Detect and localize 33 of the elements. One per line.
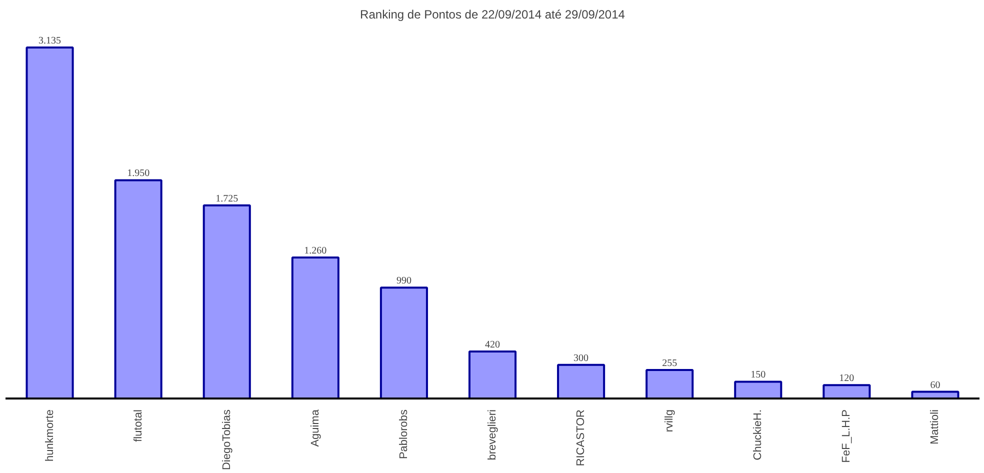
x-tick-label: FeF_L.H.P bbox=[840, 409, 853, 463]
data-label: 1.260 bbox=[304, 245, 327, 256]
data-label: 1.950 bbox=[127, 168, 150, 180]
x-tick-label: Mattioli bbox=[929, 410, 942, 444]
bar bbox=[380, 286, 428, 398]
bar bbox=[26, 46, 74, 398]
x-tick-label: DiegoTobias bbox=[220, 409, 233, 470]
chart-title: Ranking de Pontos de 22/09/2014 até 29/09/2014 bbox=[360, 8, 626, 22]
data-label: 1.725 bbox=[216, 193, 238, 204]
data-label: 990 bbox=[396, 276, 412, 287]
x-tick-label: breveglieri bbox=[486, 409, 498, 460]
data-label: 3.135 bbox=[38, 36, 62, 47]
bar bbox=[734, 380, 782, 398]
bar bbox=[468, 350, 517, 398]
data-label: 300 bbox=[574, 352, 589, 364]
x-tick-label: flutotal bbox=[132, 409, 144, 442]
x-tick-label: ChuckieH. bbox=[752, 409, 764, 460]
bar bbox=[822, 384, 871, 398]
bar bbox=[646, 368, 694, 398]
x-tick-label: hunkmorte bbox=[44, 409, 56, 462]
bar bbox=[557, 364, 606, 398]
data-label: 60 bbox=[930, 380, 940, 391]
bar bbox=[291, 256, 340, 398]
data-label: 150 bbox=[750, 370, 766, 381]
x-tick-label: RICASTOR bbox=[575, 409, 588, 466]
x-tick-label: Aguima bbox=[309, 408, 322, 447]
bar bbox=[202, 204, 251, 398]
data-label: 120 bbox=[839, 373, 854, 384]
x-tick-label: rvillg bbox=[664, 409, 676, 432]
data-label: 420 bbox=[485, 339, 500, 350]
data-label: 255 bbox=[662, 358, 678, 369]
bar bbox=[114, 179, 162, 398]
x-tick-label: Pablorobs bbox=[398, 409, 410, 460]
